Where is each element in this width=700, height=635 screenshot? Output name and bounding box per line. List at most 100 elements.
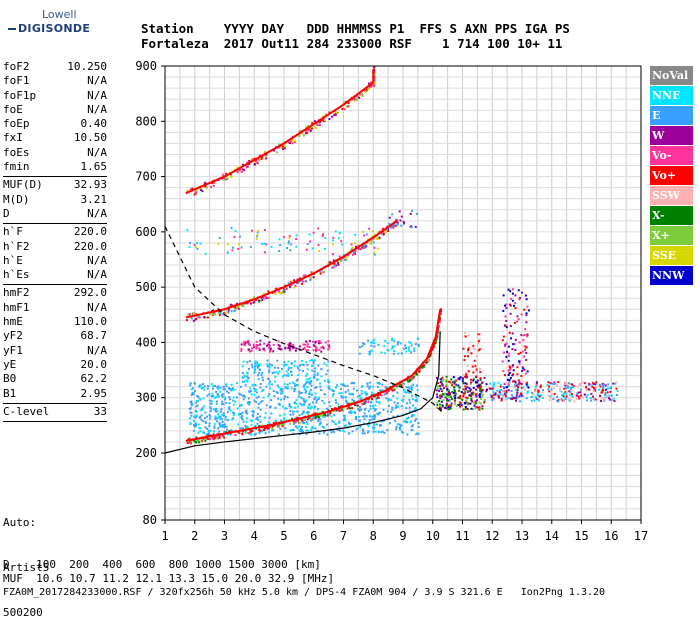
trace-mark xyxy=(373,82,376,85)
echo-mark xyxy=(384,339,387,342)
echo-mark xyxy=(317,340,320,343)
trace-mark xyxy=(366,90,369,93)
trace-mark xyxy=(338,255,341,258)
echo-mark xyxy=(202,431,205,434)
echo-mark xyxy=(207,432,210,435)
echo-mark xyxy=(439,397,442,400)
echo-mark xyxy=(457,396,460,399)
echo-mark xyxy=(350,410,353,413)
echo-mark xyxy=(553,392,556,395)
echo-mark xyxy=(295,399,298,402)
echo-mark xyxy=(466,375,469,378)
echo-mark xyxy=(412,424,415,427)
echo-mark xyxy=(296,410,299,413)
trace-mark xyxy=(264,150,267,153)
echo-mark xyxy=(343,384,346,387)
echo-mark xyxy=(283,417,286,420)
trace-mark xyxy=(353,97,356,100)
echo-mark xyxy=(464,385,467,388)
echo-mark xyxy=(355,428,358,431)
echo-mark xyxy=(251,410,254,413)
echo-mark xyxy=(257,374,260,377)
echo-mark xyxy=(416,432,419,435)
echo-mark xyxy=(515,388,518,391)
echo-mark xyxy=(415,343,418,346)
echo-mark xyxy=(194,425,197,428)
echo-mark xyxy=(507,373,510,376)
echo-mark xyxy=(234,230,237,233)
echo-mark xyxy=(436,381,439,384)
echo-mark xyxy=(320,346,323,349)
echo-mark xyxy=(465,390,468,393)
trace-mark xyxy=(365,245,368,248)
trace-mark xyxy=(240,170,243,173)
trace-mark xyxy=(316,415,319,418)
echo-mark xyxy=(415,396,418,399)
echo-mark xyxy=(296,365,299,368)
echo-mark xyxy=(306,368,309,371)
echo-mark xyxy=(239,404,242,407)
echo-mark xyxy=(218,415,221,418)
echo-mark xyxy=(507,345,510,348)
trace-mark xyxy=(332,259,335,262)
echo-mark xyxy=(478,348,481,351)
echo-mark xyxy=(409,351,412,354)
echo-mark xyxy=(472,378,475,381)
echo-mark xyxy=(375,400,378,403)
trace-mark xyxy=(263,428,266,431)
echo-mark xyxy=(387,349,390,352)
echo-mark xyxy=(523,345,526,348)
echo-mark xyxy=(195,415,198,418)
echo-mark xyxy=(414,225,417,228)
echo-mark xyxy=(556,395,559,398)
echo-mark xyxy=(189,411,192,414)
trace-mark xyxy=(281,425,284,428)
echo-mark xyxy=(583,382,586,385)
echo-mark xyxy=(477,386,480,389)
echo-mark xyxy=(330,431,333,434)
echo-mark xyxy=(506,397,509,400)
echo-mark xyxy=(408,340,411,343)
echo-mark xyxy=(590,399,593,402)
trace-mark xyxy=(357,244,360,247)
echo-mark xyxy=(322,426,325,429)
echo-mark xyxy=(309,393,312,396)
file-footer: FZA0M_2017284233000.RSF / 320fx256h 50 k… xyxy=(3,587,606,598)
echo-mark xyxy=(593,387,596,390)
trace-mark xyxy=(300,279,303,282)
echo-mark xyxy=(491,387,494,390)
echo-mark xyxy=(507,385,510,388)
param-value: 32.93 xyxy=(73,178,107,192)
echo-mark xyxy=(226,428,229,431)
echo-mark xyxy=(261,243,264,246)
echo-mark xyxy=(327,380,330,383)
echo-mark xyxy=(317,398,320,401)
echo-mark xyxy=(251,229,254,232)
echo-mark xyxy=(572,385,575,388)
param-name: h`Es xyxy=(3,268,30,282)
trace-mark xyxy=(256,162,259,165)
echo-mark xyxy=(319,341,322,344)
echo-mark xyxy=(241,365,244,368)
echo-mark xyxy=(506,378,509,381)
echo-mark xyxy=(467,351,470,354)
echo-mark xyxy=(519,351,522,354)
echo-mark xyxy=(309,359,312,362)
echo-mark xyxy=(203,388,206,391)
echo-mark xyxy=(277,340,280,343)
echo-mark xyxy=(347,389,350,392)
trace-mark xyxy=(410,376,413,379)
echo-mark xyxy=(312,344,315,347)
echo-mark xyxy=(615,387,618,390)
echo-mark xyxy=(220,418,223,421)
echo-mark xyxy=(293,382,296,385)
echo-mark xyxy=(517,318,520,321)
echo-mark xyxy=(588,382,591,385)
echo-mark xyxy=(259,415,262,418)
echo-mark xyxy=(446,388,449,391)
echo-mark xyxy=(312,360,315,363)
echo-mark xyxy=(449,381,452,384)
echo-mark xyxy=(273,366,276,369)
trace-mark xyxy=(314,127,317,130)
echo-mark xyxy=(606,391,609,394)
